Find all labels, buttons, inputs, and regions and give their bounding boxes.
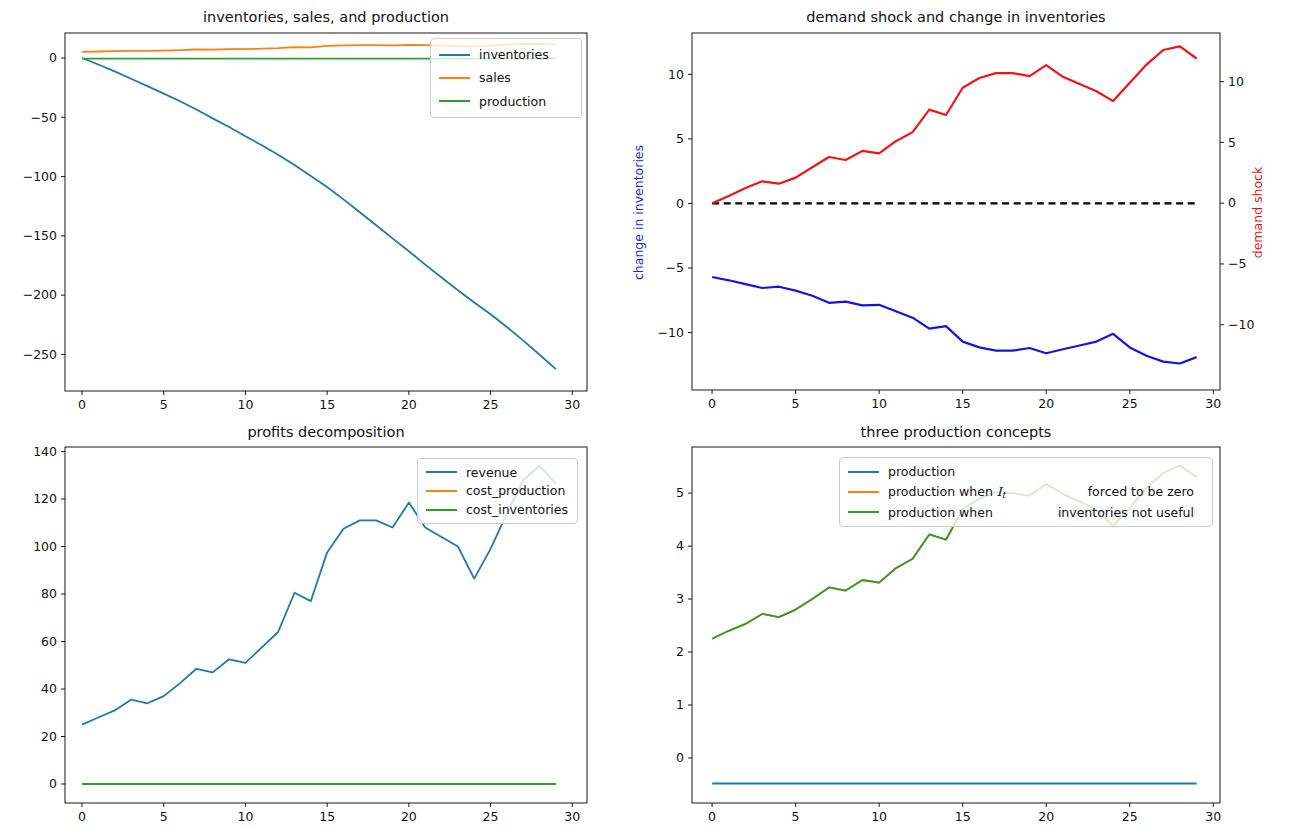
legend-label: cost_production (466, 483, 565, 498)
legend-label: production when (888, 505, 993, 520)
x-tick-label: 15 (955, 809, 971, 824)
legend-line-sample (848, 491, 879, 493)
legend-label: cost_inventories (466, 502, 568, 517)
legend-math-symbol: It (993, 484, 1006, 500)
chart-title-demand-shock: demand shock and change in inventories (692, 9, 1220, 25)
x-tick-label: 30 (1205, 809, 1221, 824)
y-axis-label-change-in-inventories: change in inventories (631, 143, 646, 283)
legend-item: cost_inventories (426, 502, 569, 517)
legend-label: sales (479, 70, 511, 85)
chart-title-inventories-sales-production: inventories, sales, and production (65, 9, 587, 25)
y-axis-label-demand-shock: demand shock (1250, 143, 1265, 283)
legend-item: sales (439, 70, 573, 85)
x-tick-label: 25 (1122, 809, 1138, 824)
legend-label: production (479, 94, 546, 109)
x-tick-label: 0 (708, 809, 716, 824)
legend-line-sample (439, 100, 470, 102)
y-tick-label: 1 (676, 697, 684, 712)
legend-label: inventories (479, 47, 549, 62)
figure-canvas: 0510152025300−50−100−150−200−250 0510152… (0, 0, 1289, 834)
legend-three-production-concepts: production production when It forced to be… (839, 457, 1213, 527)
legend-label: production (888, 464, 955, 479)
y-tick-label: 2 (676, 644, 684, 659)
legend-label-continued: inventories not useful (1058, 505, 1204, 520)
legend-line-sample (439, 54, 470, 56)
y-tick-label: 4 (676, 538, 684, 553)
y-tick-label: 5 (676, 485, 684, 500)
chart-title-three-production-concepts: three production concepts (692, 424, 1220, 440)
legend-line-sample (426, 471, 457, 473)
x-tick-label: 20 (1038, 809, 1054, 824)
legend-line-sample (426, 490, 457, 492)
legend-item: production when inventories not useful (848, 505, 1204, 520)
x-tick-label: 5 (792, 809, 800, 824)
chart-title-profits-decomposition: profits decomposition (65, 424, 587, 440)
y-tick-label: 0 (676, 750, 684, 765)
legend-item: production (439, 94, 573, 109)
legend-label: production when (888, 484, 993, 499)
chart-three-production-concepts: 051015202530543210 (0, 0, 1289, 834)
legend-line-sample (848, 511, 879, 513)
legend-line-sample (848, 471, 879, 473)
legend-label: revenue (466, 465, 517, 480)
y-tick-label: 3 (676, 591, 684, 606)
legend-item: inventories (439, 47, 573, 62)
legend-item: revenue (426, 465, 569, 480)
legend-item: production when It forced to be zero (848, 484, 1204, 500)
legend-item: production (848, 464, 1204, 479)
legend-line-sample (426, 509, 457, 511)
x-tick-label: 10 (871, 809, 887, 824)
legend-item: cost_production (426, 483, 569, 498)
legend-profits-decomposition: revenue cost_production cost_inventories (417, 458, 578, 524)
legend-label-continued: forced to be zero (1088, 484, 1204, 499)
legend-inventories-sales-production: inventories sales production (430, 38, 582, 118)
legend-line-sample (439, 77, 470, 79)
